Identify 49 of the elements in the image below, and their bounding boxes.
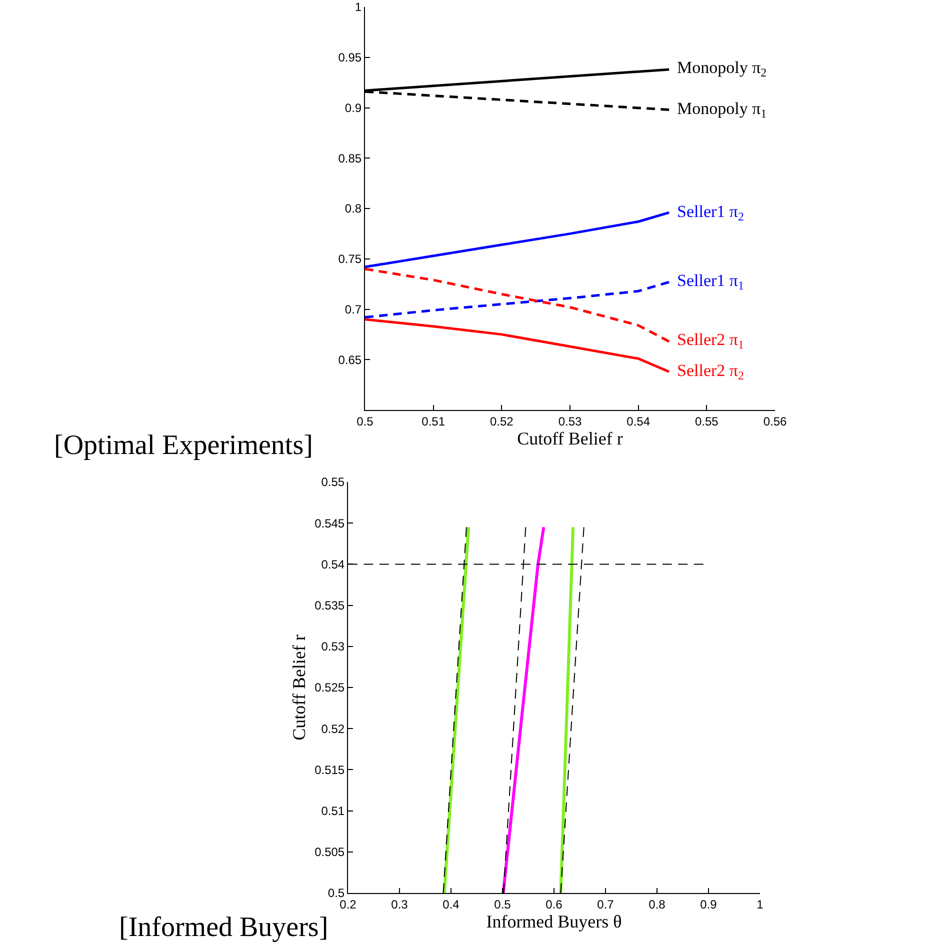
x-tick-label: 0.4 bbox=[442, 897, 460, 912]
y-tick-label: 0.8 bbox=[344, 202, 362, 216]
text: [Informed Buyers] bbox=[119, 912, 328, 943]
y-tick-label: 0.505 bbox=[314, 845, 345, 860]
y-tick-label: 0.515 bbox=[314, 762, 345, 777]
y-tick-label: 0.75 bbox=[338, 252, 362, 266]
line-series bbox=[365, 211, 670, 268]
y-tick-label: 0.53 bbox=[321, 640, 345, 654]
y-tick-label: 0.545 bbox=[314, 516, 345, 530]
series-label: Seller2 π$_{2}$ bbox=[677, 361, 744, 383]
series-label: Monopoly π$_{2}$ bbox=[677, 58, 767, 80]
y-tick-label: 0.9 bbox=[344, 100, 362, 115]
y-tick-label: 0.85 bbox=[338, 151, 362, 166]
line-series bbox=[365, 268, 670, 343]
x-axis-title: Informed Buyers θ bbox=[486, 912, 622, 932]
y-tick-label: 0.52 bbox=[321, 722, 345, 736]
series-label: Seller2 π$_{1}$ bbox=[677, 330, 744, 352]
x-tick-label: 0.51 bbox=[422, 414, 446, 428]
y-tick-label: 0.525 bbox=[314, 680, 345, 695]
x-tick-label: 0.56 bbox=[763, 414, 787, 428]
x-tick-label: 0.9 bbox=[700, 897, 718, 912]
line-series bbox=[365, 318, 670, 373]
x-tick-label: 0.5 bbox=[356, 414, 374, 428]
x-tick-label: 0.8 bbox=[648, 897, 666, 912]
y-tick-label: 0.95 bbox=[338, 50, 362, 65]
y-tick-label: 1 bbox=[354, 0, 362, 14]
y-tick-label: 0.65 bbox=[338, 352, 362, 367]
x-tick-label: 0.53 bbox=[558, 414, 582, 428]
x-tick-label: 0.6 bbox=[546, 897, 563, 912]
x-axis-title: Cutoff Belief r bbox=[517, 428, 623, 448]
y-tick-label: 0.7 bbox=[344, 302, 362, 316]
x-tick-label: 1 bbox=[756, 897, 764, 912]
x-tick-label: 0.55 bbox=[694, 414, 719, 428]
x-tick-label: 0.5 bbox=[494, 897, 512, 912]
y-tick-label: 0.535 bbox=[314, 598, 345, 612]
y-tick-label: 0.55 bbox=[321, 475, 345, 490]
y-axis-title: Cutoff Belief r bbox=[288, 634, 309, 740]
text: [Optimal Experiments] bbox=[54, 430, 313, 461]
line-series bbox=[502, 526, 546, 893]
x-tick-label: 0.7 bbox=[597, 897, 614, 912]
series-label: Seller1 π$_{2}$ bbox=[677, 202, 744, 224]
x-tick-label: 0.52 bbox=[490, 414, 514, 428]
x-tick-label: 0.54 bbox=[626, 414, 650, 428]
y-tick-label: 0.54 bbox=[321, 557, 345, 572]
y-tick-label: 0.51 bbox=[321, 804, 345, 818]
line-series bbox=[365, 280, 670, 319]
x-tick-label: 0.3 bbox=[391, 897, 408, 912]
series-label: Seller1 π$_{1}$ bbox=[677, 271, 744, 293]
series-label: Monopoly π$_{1}$ bbox=[677, 99, 767, 121]
